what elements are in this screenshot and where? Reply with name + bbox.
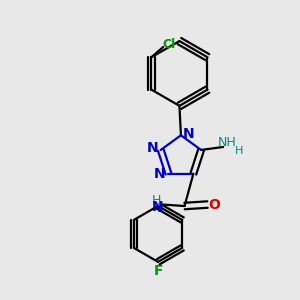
Text: NH: NH — [218, 136, 237, 149]
Text: O: O — [208, 197, 220, 212]
Text: H: H — [152, 194, 161, 207]
Text: N: N — [154, 167, 165, 181]
Text: Cl: Cl — [162, 38, 176, 50]
Text: F: F — [153, 264, 163, 278]
Text: H: H — [235, 146, 244, 155]
Text: N: N — [182, 127, 194, 141]
Text: N: N — [152, 200, 164, 214]
Text: N: N — [147, 142, 158, 155]
